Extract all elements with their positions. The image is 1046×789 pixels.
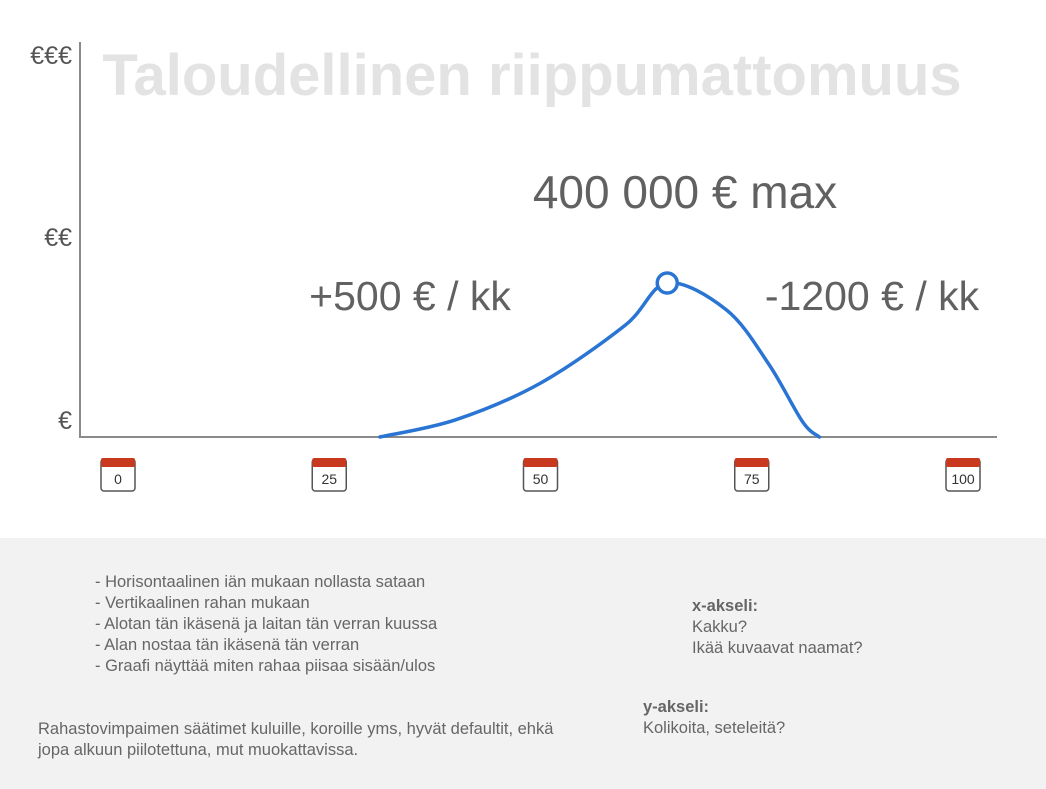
fund-controls-note: Rahastovimpaimen säätimet kuluille, koro…: [38, 720, 554, 759]
y-axis-note-heading: y-akseli:: [643, 698, 710, 716]
y-tick-mid: €€: [44, 224, 72, 252]
x-tick-label: 75: [744, 471, 760, 487]
y-tick-high: €€€: [30, 42, 72, 70]
peak-marker[interactable]: [655, 271, 679, 295]
calendar-icon: 100: [945, 458, 981, 492]
notes-panel: - Horisontaalinen iän mukaan nollasta sa…: [0, 538, 1046, 789]
x-axis-note: x-akseli: Kakku? Ikää kuvaavat naamat?: [692, 596, 863, 659]
y-axis-note: y-akseli: Kolikoita, seteleitä?: [643, 697, 785, 739]
x-tick-calendars: 0 25 50 75 100: [100, 458, 981, 492]
y-tick-low: €: [58, 407, 72, 435]
calendar-icon: 25: [311, 458, 347, 492]
notes-bullet-list: - Horisontaalinen iän mukaan nollasta sa…: [95, 572, 437, 677]
y-axis-note-line: Kolikoita, seteleitä?: [643, 719, 786, 737]
calendar-icon: 0: [100, 458, 136, 492]
chart: Taloudellinen riippumattomuus €€€ €€ € 0…: [30, 42, 997, 492]
note-bullet: - Alan nostaa tän ikäsenä tän verran: [95, 636, 360, 654]
x-axis-note-line: Kakku?: [692, 618, 748, 636]
calendar-icon: 50: [522, 458, 559, 492]
note-bullet: - Horisontaalinen iän mukaan nollasta sa…: [95, 573, 426, 591]
note-bullet: - Vertikaalinen rahan mukaan: [95, 594, 310, 612]
saving-annotation: +500 € / kk: [309, 273, 511, 319]
x-tick-label: 25: [321, 471, 337, 487]
spending-annotation: -1200 € / kk: [765, 273, 980, 319]
calendar-icon: 75: [734, 458, 770, 492]
x-axis-note-line: Ikää kuvaavat naamat?: [692, 639, 863, 657]
note-bullet: - Alotan tän ikäsenä ja laitan tän verra…: [95, 615, 438, 633]
note-bullet: - Graafi näyttää miten rahaa piisaa sisä…: [95, 657, 436, 675]
x-tick-label: 50: [533, 471, 549, 487]
max-annotation: 400 000 € max: [533, 166, 837, 218]
chart-title: Taloudellinen riippumattomuus: [102, 43, 961, 108]
x-axis-note-heading: x-akseli:: [692, 597, 759, 615]
x-tick-label: 100: [951, 471, 975, 487]
x-tick-label: 0: [114, 471, 122, 487]
